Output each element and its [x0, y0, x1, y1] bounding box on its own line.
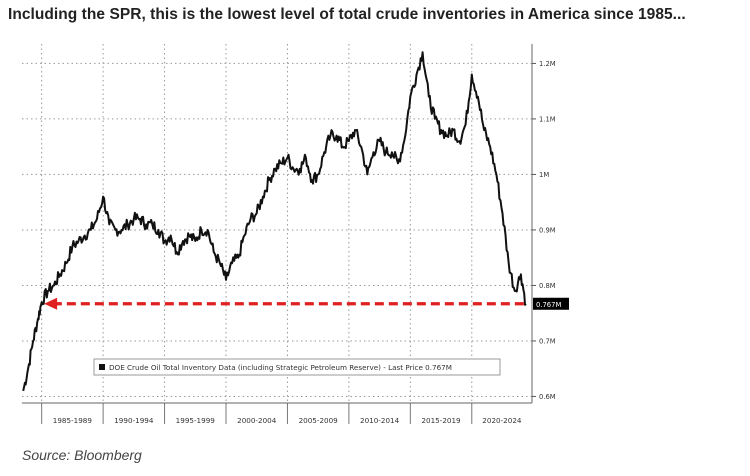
chart-title: Including the SPR, this is the lowest le… — [8, 6, 686, 23]
legend-layer: DOE Crude Oil Total Inventory Data (incl… — [93, 358, 501, 376]
source-note: Source: Bloomberg — [22, 447, 142, 463]
x-period-label: 2020-2024 — [482, 416, 522, 425]
x-period-labels: 1985-1989 1990-1994 1995-1999 2000-2004 2005… — [53, 416, 522, 425]
x-period-label: 1990-1994 — [114, 416, 154, 425]
axis-layer: 0.767M — [22, 44, 569, 424]
last-price-label: 0.767M — [536, 301, 561, 309]
y-tick-label: 0.6M — [539, 393, 556, 401]
x-period-label: 2010-2014 — [360, 416, 400, 425]
y-tick-label: 0.8M — [539, 282, 556, 290]
y-tick-label: 0.7M — [539, 337, 556, 345]
legend-swatch — [99, 364, 105, 370]
x-period-label: 2015-2019 — [421, 416, 461, 425]
y-tick-label: 1.1M — [539, 115, 556, 123]
y-tick-label: 1.2M — [539, 60, 556, 68]
series-line — [22, 51, 527, 392]
annotation-arrowhead — [44, 297, 58, 310]
y-tick-labels: 0.6M 0.7M 0.8M 0.9M 1M 1.1M 1.2M — [539, 60, 556, 401]
legend-box — [93, 358, 501, 376]
x-period-label: 2000-2004 — [237, 416, 277, 425]
y-tick-label: 0.9M — [539, 226, 556, 234]
annotation-layer — [44, 297, 524, 310]
x-period-label: 2005-2009 — [299, 416, 339, 425]
x-period-label: 1995-1999 — [176, 416, 216, 425]
legend-label: DOE Crude Oil Total Inventory Data (incl… — [109, 363, 452, 372]
series-layer — [22, 51, 527, 392]
last-price-badge — [533, 297, 569, 310]
grid-layer — [22, 44, 532, 402]
x-period-label: 1985-1989 — [53, 416, 93, 425]
y-tick-label: 1M — [539, 171, 549, 179]
